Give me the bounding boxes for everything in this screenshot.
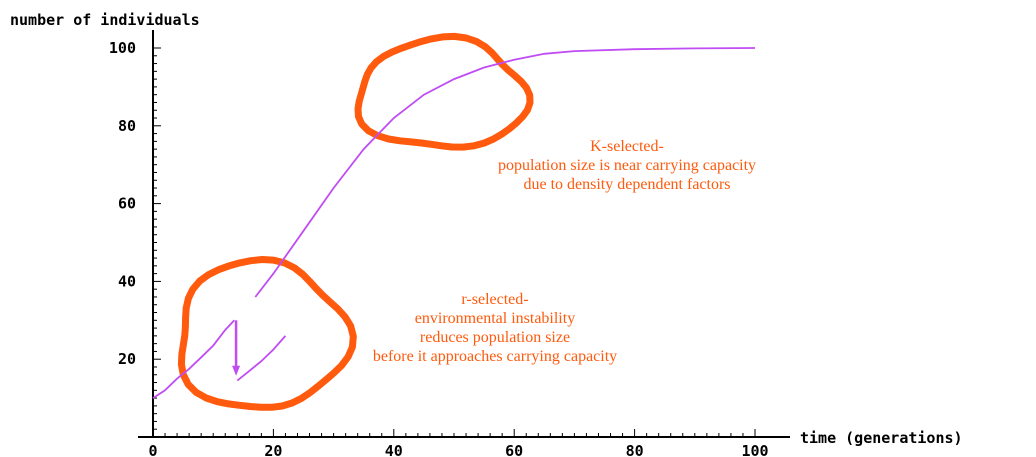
y-tick-label: 40 <box>118 272 136 290</box>
axes: 20 40 60 80 100 0 20 40 60 80 100 <box>109 30 790 457</box>
x-tick-label: 100 <box>741 442 768 457</box>
r-selected-circle <box>177 256 357 411</box>
r-selected-label-line: before it approaches carrying capacity <box>373 348 617 365</box>
k-selected-label-line: due to density dependent factors <box>523 176 730 193</box>
annotation-circles <box>177 32 534 411</box>
y-tick-label: 60 <box>118 195 136 213</box>
series-lines <box>152 47 756 399</box>
y-axis-label: number of individuals <box>10 11 200 29</box>
r-selected-label-line: r-selected- <box>461 291 528 308</box>
x-tick-label: 40 <box>385 442 403 457</box>
y-tick-label: 80 <box>118 117 136 135</box>
k-selected-circle <box>354 32 534 151</box>
x-tick-label: 60 <box>505 442 523 457</box>
x-tick-label: 0 <box>148 442 157 457</box>
k-selected-label-line: K-selected- <box>590 138 664 155</box>
r-selected-label-line: reduces population size <box>420 329 570 346</box>
population-series-line-1 <box>152 319 235 399</box>
k-selected-label-line: population size is near carrying capacit… <box>498 157 756 174</box>
x-tick-label: 80 <box>626 442 644 457</box>
x-axis-label: time (generations) <box>800 429 963 447</box>
y-tick-label: 20 <box>118 350 136 368</box>
y-tick-label: 100 <box>109 39 136 57</box>
population-series-line-3 <box>254 47 756 298</box>
r-selected-label-line: environmental instability <box>415 310 575 327</box>
annotation-labels: K-selected-population size is near carry… <box>373 138 756 365</box>
x-tick-label: 20 <box>264 442 282 457</box>
population-series-line-2 <box>236 335 287 382</box>
drop-arrow-head <box>232 365 241 376</box>
